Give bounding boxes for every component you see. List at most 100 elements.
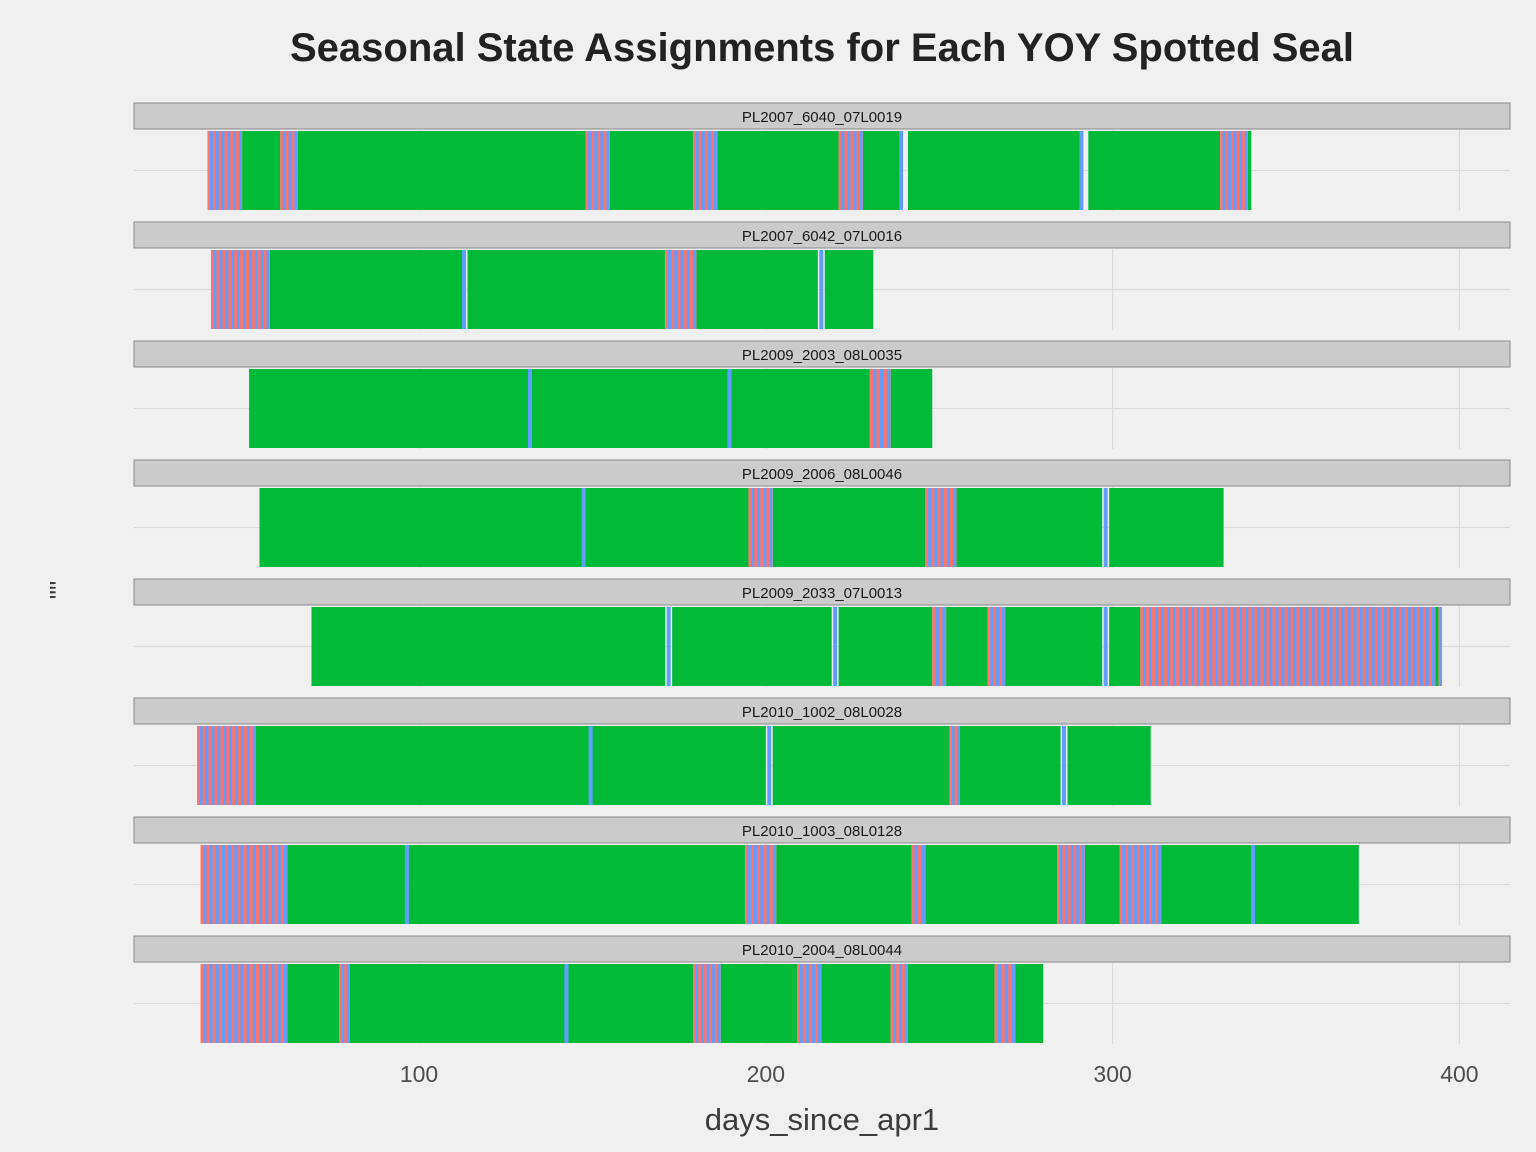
state-bar-blue	[712, 964, 715, 1043]
state-bar-blue	[252, 845, 256, 924]
facet-panel: PL2010_1003_08L0128	[133, 816, 1511, 925]
state-bar-blue	[1293, 607, 1297, 686]
state-bar-blue	[1143, 607, 1147, 686]
state-bar-green	[256, 726, 589, 805]
state-bar-blue	[203, 845, 207, 924]
state-bar-blue	[1145, 845, 1149, 924]
facet-panel: PL2007_6040_07L0019	[133, 102, 1511, 211]
state-bar-blue	[1001, 607, 1005, 686]
state-bar-blue	[227, 131, 231, 210]
state-bar-blue	[205, 726, 209, 805]
state-bar-green	[287, 845, 406, 924]
x-tick-label: 400	[1440, 1061, 1478, 1087]
state-bar-blue	[1407, 607, 1411, 686]
state-bar-blue	[754, 845, 758, 924]
state-bar-blue	[215, 964, 219, 1043]
facet-strip	[133, 816, 1511, 844]
state-bar-blue	[1245, 607, 1249, 686]
state-bar-blue	[1070, 845, 1074, 924]
state-bar-blue	[1239, 607, 1243, 686]
state-bar-blue	[1329, 607, 1333, 686]
state-bar-red	[339, 964, 350, 1043]
state-bar-green	[592, 726, 766, 805]
state-bar-blue	[581, 488, 586, 567]
state-bar-green	[287, 964, 340, 1043]
state-bar-green	[259, 488, 582, 567]
state-bar-green	[720, 964, 798, 1043]
state-bar-blue	[886, 369, 891, 448]
state-bar-blue	[674, 250, 678, 329]
state-bar-blue	[1155, 607, 1159, 686]
state-bar-blue	[219, 250, 223, 329]
state-bar-green	[772, 488, 926, 567]
x-tick-label: 200	[747, 1061, 785, 1087]
facet-strip-label: PL2010_1002_08L0028	[742, 704, 902, 721]
facet-panel: PL2010_2004_08L0044	[133, 935, 1511, 1044]
facet-strip-label: PL2009_2003_08L0035	[742, 347, 902, 364]
state-bar-blue	[997, 964, 1002, 1043]
state-bar-blue	[265, 845, 269, 924]
state-bar-blue	[1079, 131, 1084, 210]
state-bar-blue	[707, 131, 711, 210]
state-bar-green	[696, 250, 818, 329]
state-bar-red	[207, 131, 243, 210]
state-bar-blue	[252, 964, 256, 1043]
state-bar-blue	[346, 964, 350, 1043]
state-bar-blue	[811, 964, 815, 1043]
state-bar-blue	[1401, 607, 1405, 686]
state-bar-blue	[1377, 607, 1381, 686]
state-bar-blue	[921, 845, 925, 924]
facet-strip	[133, 102, 1511, 130]
state-bar-green	[1254, 845, 1359, 924]
state-bar-blue	[772, 845, 776, 924]
state-bar-blue	[1425, 607, 1429, 686]
state-bar-blue	[1341, 607, 1345, 686]
state-bar-blue	[990, 607, 994, 686]
state-bar-blue	[847, 131, 851, 210]
state-bar-blue	[760, 845, 764, 924]
state-bar-blue	[935, 607, 939, 686]
state-bar-blue	[282, 131, 286, 210]
state-bar-blue	[1157, 845, 1161, 924]
state-bar-blue	[769, 488, 773, 567]
state-bar-blue	[879, 369, 884, 448]
state-bar-blue	[1281, 607, 1285, 686]
state-bar-blue	[277, 845, 281, 924]
state-bar-blue	[240, 845, 244, 924]
state-bar-blue	[940, 488, 944, 567]
state-bar-blue	[1335, 607, 1339, 686]
chart-title: Seasonal State Assignments for Each YOY …	[289, 26, 1355, 70]
state-bar-blue	[1185, 607, 1189, 686]
state-bar-blue	[228, 964, 232, 1043]
state-bar-green	[907, 131, 1082, 210]
facet-strip-label: PL2007_6042_07L0016	[742, 228, 902, 245]
facet-strip-label: PL2009_2033_07L0013	[742, 585, 902, 602]
facet-strip-label: PL2009_2006_08L0046	[742, 466, 902, 483]
facet-strip-label: PL2010_2004_08L0044	[742, 942, 902, 959]
state-bar-blue	[706, 964, 710, 1043]
state-bar-blue	[942, 607, 946, 686]
state-bar-blue	[271, 845, 275, 924]
state-bar-blue	[1221, 607, 1225, 686]
state-bar-blue	[767, 726, 772, 805]
state-bar-blue	[686, 250, 690, 329]
state-bar-blue	[235, 726, 239, 805]
state-bar-blue	[203, 964, 207, 1043]
state-bar-green	[925, 845, 1058, 924]
state-bar-green	[672, 607, 832, 686]
state-bar-blue	[211, 726, 215, 805]
state-bar-green	[838, 607, 933, 686]
state-bar-blue	[221, 845, 225, 924]
state-bar-green	[907, 964, 995, 1043]
state-bar-blue	[271, 964, 275, 1043]
state-bar-green	[609, 131, 693, 210]
state-bar-blue	[1227, 607, 1231, 686]
state-bar-green	[242, 131, 281, 210]
state-bar-blue	[254, 250, 258, 329]
state-bar-blue	[953, 488, 957, 567]
state-bar-blue	[1167, 607, 1171, 686]
state-bar-blue	[1251, 845, 1256, 924]
state-bar-blue	[1440, 607, 1442, 686]
facet-strip	[133, 697, 1511, 725]
